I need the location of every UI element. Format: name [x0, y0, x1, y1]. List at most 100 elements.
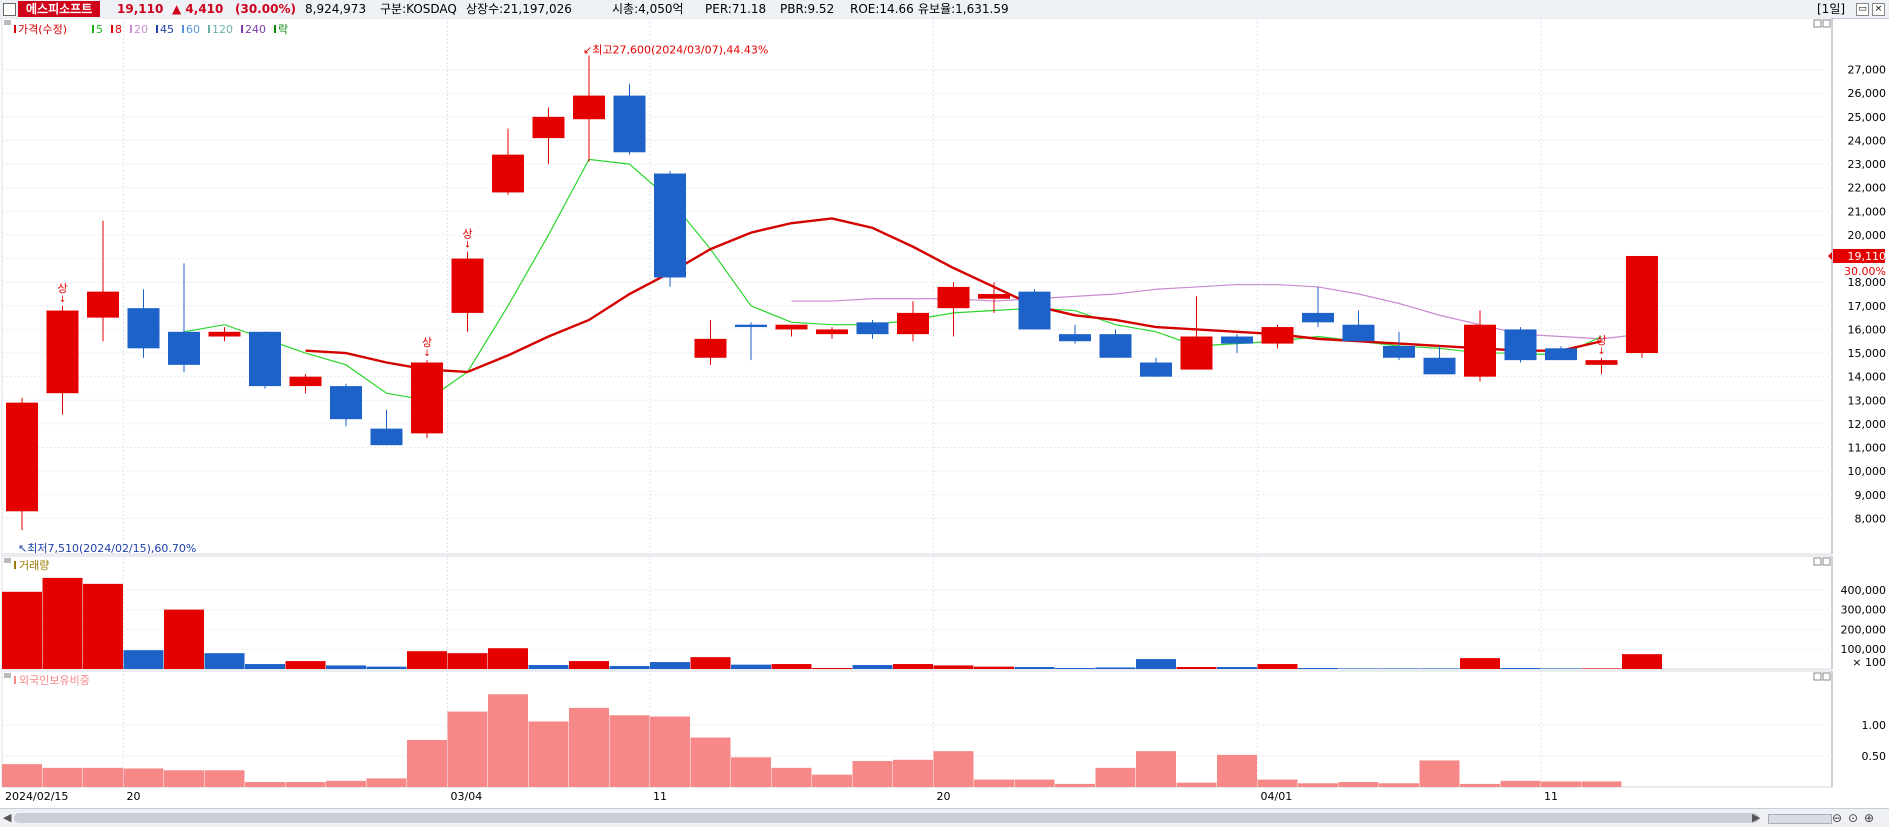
candle-body	[613, 95, 646, 153]
legend-swatch	[14, 561, 16, 569]
limit-up-arrow: ↓	[1598, 347, 1606, 357]
volume-bar	[1338, 668, 1379, 669]
candle-body	[937, 286, 970, 309]
foreign-bar	[1500, 780, 1541, 787]
scroll-left-icon[interactable]: ◀	[3, 811, 12, 824]
volume-bar	[2, 591, 42, 669]
x-tick-label: 03/04	[451, 790, 483, 803]
panel-close-icon	[1822, 672, 1831, 681]
volume-tick-label: 400,000	[1841, 584, 1887, 597]
limit-up-label: 상	[462, 227, 472, 240]
candle-body	[897, 312, 929, 335]
limit-up-label: 상	[1596, 334, 1606, 347]
foreign-bar	[447, 711, 488, 787]
scroll-right-icon[interactable]: ▶	[1752, 811, 1761, 824]
volume-bar	[1500, 668, 1541, 669]
y-tick-label: 8,000	[1855, 512, 1887, 525]
foreign-bar	[731, 757, 771, 787]
foreign-bar	[609, 715, 650, 787]
stock-name[interactable]: 에스피소프트	[18, 1, 101, 17]
legend-label: 60	[186, 23, 200, 36]
volume-bar	[690, 657, 731, 669]
foreign-bar	[407, 740, 447, 787]
ma60-line	[791, 283, 1643, 340]
minimize-icon[interactable]: ▭	[1856, 3, 1869, 16]
volume-bar	[326, 665, 366, 669]
foreign-bar	[83, 767, 123, 787]
limit-up-arrow: ↓	[423, 349, 431, 359]
zoom-reset-icon[interactable]: ⊙	[1848, 811, 1859, 825]
panel-close-icon	[1822, 19, 1831, 28]
volume-bar	[1581, 668, 1622, 669]
candle-body	[1545, 348, 1577, 361]
close-icon[interactable]: ×	[1872, 3, 1885, 16]
foreign-bar	[42, 767, 83, 787]
zoom-out-icon[interactable]: ⊖	[1832, 811, 1843, 825]
legend-swatch	[92, 25, 94, 33]
zoom-slider[interactable]	[1768, 814, 1832, 824]
scroll-thumb[interactable]	[14, 813, 1759, 823]
limit-up-label: 상	[57, 282, 67, 295]
legend-label: 120	[212, 23, 233, 36]
y-tick-label: 27,000	[1848, 64, 1887, 77]
foreign-bar	[812, 774, 852, 787]
volume-title: 거래량	[19, 559, 49, 572]
limit-up-label: 상	[422, 336, 432, 349]
y-tick-label: 17,000	[1848, 300, 1887, 313]
volume-bar	[42, 577, 83, 669]
foreign-bar	[1460, 783, 1500, 787]
chart-scrollbar[interactable]: ◀ ▶ ⊖ ⊙ ⊕	[0, 808, 1889, 827]
candle-body	[1261, 327, 1294, 344]
y-tick-label: 12,000	[1848, 418, 1887, 431]
panel-max-icon	[1813, 557, 1822, 566]
legend-swatch	[111, 25, 113, 33]
volume-bar	[285, 661, 326, 669]
y-tick-label: 15,000	[1848, 347, 1887, 360]
foreign-bar	[366, 778, 407, 787]
ma20-line	[305, 217, 1602, 374]
y-tick-label: 18,000	[1848, 276, 1887, 289]
x-tick-label: 20	[127, 790, 141, 803]
price-change: ▲ 4,410	[172, 2, 224, 16]
stock-chart[interactable]: 8,000 9,000 10,000 11,000 12,000 13,000 14,000…	[0, 18, 1889, 808]
market-cap: 시총:4,050억	[612, 2, 684, 16]
panel-max-icon	[1813, 672, 1822, 681]
y-tick-label: 24,000	[1848, 134, 1887, 147]
foreign-bar	[2, 764, 42, 787]
candle-body	[451, 258, 484, 313]
candle-body	[1464, 324, 1496, 377]
foreign-tick-label: 1.00	[1862, 719, 1887, 732]
volume-bar	[488, 648, 528, 669]
y-tick-label: 10,000	[1848, 465, 1887, 478]
per-value: PER:71.18	[705, 2, 767, 16]
last-price-pct: 30.00%	[1844, 265, 1886, 278]
volume-bar	[731, 664, 771, 669]
foreign-bar	[1055, 783, 1095, 787]
legend-swatch	[241, 25, 243, 33]
volume-bar	[1419, 668, 1460, 669]
last-price-pointer	[1828, 251, 1832, 260]
y-tick-label: 9,000	[1855, 489, 1887, 502]
foreign-bar	[1095, 767, 1136, 787]
volume-bar	[1217, 667, 1257, 669]
foreign-bar	[690, 737, 731, 787]
candle-body	[1504, 329, 1537, 361]
foreign-title: 외국인보유비중	[19, 674, 90, 687]
foreign-bar	[285, 782, 326, 787]
foreign-bar	[1419, 760, 1460, 787]
checkbox[interactable]	[3, 3, 16, 16]
foreign-bar	[1379, 783, 1419, 787]
y-tick-label: 16,000	[1848, 323, 1887, 336]
volume-bar	[852, 665, 893, 669]
candle-body	[289, 376, 322, 387]
last-price-label: 19,110	[1848, 250, 1887, 263]
foreign-bar	[1581, 781, 1622, 787]
period-selector[interactable]: [1일]	[1817, 2, 1846, 16]
candle-body	[46, 310, 79, 394]
volume-bar	[1014, 667, 1055, 669]
volume-bar	[771, 664, 812, 669]
foreign-bar	[1298, 783, 1338, 787]
candle-body	[1180, 336, 1213, 370]
zoom-in-icon[interactable]: ⊕	[1864, 811, 1875, 825]
candle-body	[1302, 312, 1334, 323]
